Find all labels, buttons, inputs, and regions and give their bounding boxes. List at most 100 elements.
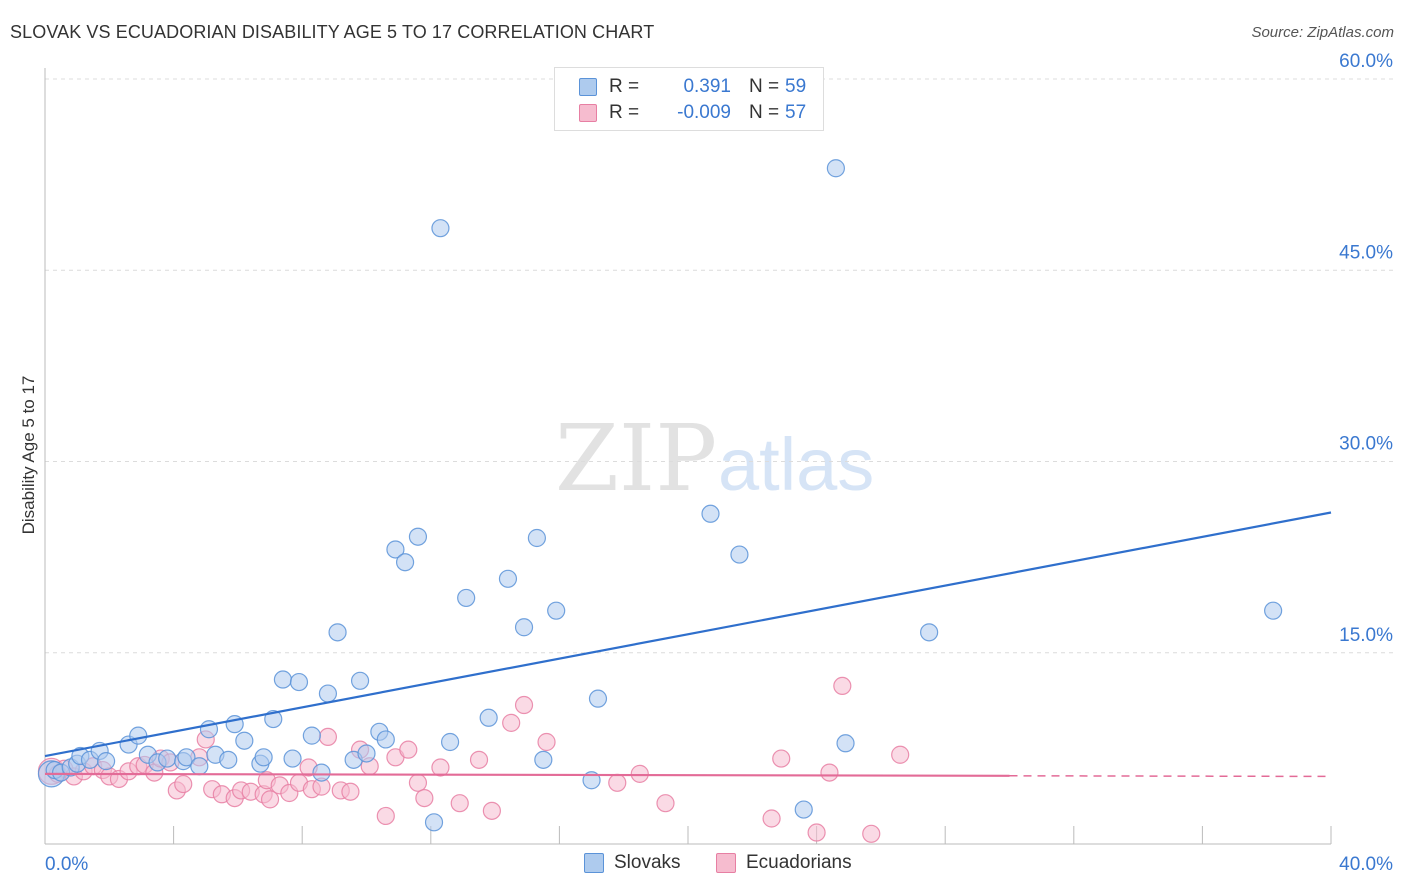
slovak-point (302, 726, 321, 745)
slovak-point (534, 750, 553, 769)
legend-n-label: N = (749, 102, 780, 123)
slovak-point (158, 749, 177, 768)
ecuadorian-point (431, 758, 450, 777)
ecuadorian-point (260, 790, 280, 809)
stats-legend: R = 0.391 N = 59 R = -0.009 N = 57 (554, 67, 824, 131)
slovak-point (328, 623, 347, 642)
ecuadorian-point (399, 740, 418, 759)
slovak-point (431, 219, 450, 238)
series-legend: Slovaks Ecuadorians (0, 852, 1406, 878)
slovak-point (440, 732, 460, 752)
slovak-point (254, 748, 273, 767)
watermark: ZIP atlas (555, 405, 874, 512)
watermark-zip: ZIP (555, 405, 717, 512)
ecuadorian-trend-extension (1009, 775, 1332, 778)
ecuadorian-point (862, 824, 881, 843)
legend-r-value: -0.009 (677, 102, 731, 123)
slovak-point (289, 672, 309, 692)
y-tick-label: 45.0% (1339, 242, 1393, 263)
slovak-point (318, 684, 338, 703)
legend-item-slovaks: Slovaks (584, 852, 681, 874)
slovak-point (190, 757, 209, 776)
slovak-point (376, 730, 395, 749)
ecuadorian-point (630, 764, 649, 783)
y-tick-label: 30.0% (1339, 434, 1393, 455)
slovak-point (264, 709, 283, 729)
ecuadorian-point (514, 695, 534, 715)
slovak-point (730, 545, 749, 564)
slovak-point (357, 744, 376, 763)
legend-label-slovaks: Slovaks (614, 852, 681, 873)
ecuadorian-point (762, 809, 781, 828)
slovak-point (424, 813, 444, 832)
ecuadorian-point (833, 676, 852, 696)
slovak-point (408, 527, 428, 546)
slovak-point (547, 601, 566, 620)
legend-n-label: N = (749, 76, 780, 97)
slovak-point (794, 800, 813, 819)
slovak-point (235, 731, 254, 750)
slovak-point (283, 749, 302, 768)
legend-item-ecuadorians: Ecuadorians (716, 852, 852, 874)
grid-layer (45, 78, 1393, 654)
ecuadorian-point (502, 713, 521, 732)
ecuadorian-point (376, 806, 395, 826)
x-tick-label: 0.0% (45, 854, 88, 875)
legend-r-label: R = (609, 102, 640, 123)
trend-layer (44, 511, 1332, 778)
slovak-point (826, 159, 845, 178)
ecuadorian-point (807, 823, 826, 842)
y-axis-title: Disability Age 5 to 17 (19, 376, 38, 535)
slovak-point (96, 752, 116, 771)
points-layer (37, 159, 1283, 843)
ecuadorian-point (656, 794, 675, 813)
ecuadorian-point (341, 782, 360, 801)
watermark-atlas: atlas (718, 423, 874, 506)
slovak-point (386, 540, 405, 559)
slovak-point (219, 750, 238, 769)
ecuadorian-point (174, 774, 193, 794)
legend-n-value: 59 (785, 76, 807, 97)
ecuadorian-point (450, 794, 469, 813)
ecuadorian-point (608, 773, 627, 792)
legend-swatch-slovaks (584, 853, 604, 873)
ecuadorian-point (820, 763, 839, 782)
slovak-point (527, 528, 546, 548)
slovak-point (129, 726, 148, 745)
slovak-point (701, 504, 720, 523)
legend-row-ecuadorians: R = -0.009 N = 57 (579, 101, 806, 125)
ecuadorian-point (318, 727, 338, 747)
slovak-point (273, 670, 293, 689)
legend-swatch-slovaks (579, 78, 597, 96)
ecuadorian-point (537, 732, 556, 752)
legend-r-label: R = (609, 76, 640, 97)
legend-n-value: 57 (785, 102, 807, 123)
slovak-point (479, 708, 498, 727)
slovak-point (514, 618, 534, 637)
slovak-point (177, 748, 196, 767)
slovak-point (498, 569, 518, 588)
slovak-point (395, 553, 415, 572)
ecuadorian-point (415, 788, 434, 808)
slovak-point (920, 623, 939, 642)
labels-layer: 15.0% 30.0% 45.0% 60.0% 0.0% 40.0% Disability … (19, 51, 1393, 875)
ecuadorian-point (772, 749, 791, 768)
legend-row-slovaks: R = 0.391 N = 59 (579, 75, 806, 99)
x-tick-label: 40.0% (1339, 854, 1393, 875)
slovak-point (1264, 601, 1283, 620)
ecuadorian-point (408, 773, 428, 792)
chart-title: SLOVAK VS ECUADORIAN DISABILITY AGE 5 TO… (10, 22, 655, 42)
legend-label-ecuadorians: Ecuadorians (746, 852, 852, 873)
ecuadorian-point (891, 745, 910, 764)
y-tick-label: 60.0% (1339, 51, 1393, 72)
legend-swatch-ecuadorians (716, 853, 736, 873)
ecuadorian-point (482, 801, 501, 820)
slovak-point (588, 689, 608, 708)
slovak-point (350, 671, 370, 690)
legend-r-value: 0.391 (683, 76, 731, 97)
y-tick-label: 15.0% (1339, 625, 1393, 646)
ecuadorian-trend-line (44, 772, 1010, 777)
slovak-point (836, 734, 855, 753)
source-label: Source: ZipAtlas.com (1251, 24, 1394, 41)
